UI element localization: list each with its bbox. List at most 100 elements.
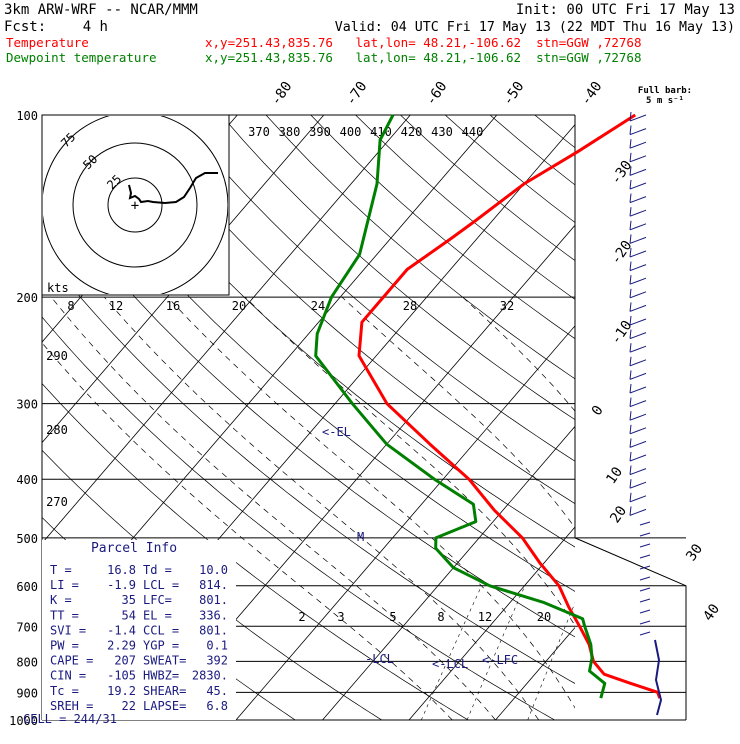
isotherm-label: -50 xyxy=(500,79,528,109)
isotherm-label: -20 xyxy=(608,238,636,268)
parcel-field-value: -105 xyxy=(107,669,136,683)
wind-barb xyxy=(630,384,631,393)
dewpoint-profile-line xyxy=(316,115,605,698)
pressure-label: 100 xyxy=(16,109,38,123)
wind-barb xyxy=(630,496,646,502)
wind-barb xyxy=(640,544,650,547)
pressure-label: 900 xyxy=(16,686,38,700)
annotation-m: M xyxy=(357,530,364,544)
dry-adiabat xyxy=(580,115,740,720)
wind-barb xyxy=(630,425,631,434)
dry-adiabat xyxy=(356,115,740,720)
wind-barb xyxy=(630,333,646,339)
wind-barb xyxy=(630,493,631,502)
wind-barb xyxy=(640,588,650,591)
wind-barb xyxy=(630,237,646,243)
parcel-field-value: 16.8 xyxy=(107,563,136,577)
hodograph-unit-label: kts xyxy=(47,281,69,295)
parcel-field-value: 19.2 xyxy=(107,684,136,698)
wind-barb xyxy=(640,610,650,613)
wind-barb xyxy=(640,533,650,536)
mixing-ratio-label: 8 xyxy=(67,299,74,313)
parcel-field-label: SVI = xyxy=(50,623,86,637)
wind-barb xyxy=(630,506,631,515)
mixing-ratio-line xyxy=(639,586,687,720)
parcel-field-label: SREH = xyxy=(50,699,93,713)
dry-adiabat xyxy=(400,115,740,720)
parcel-field-label: K = xyxy=(50,593,72,607)
wind-barb xyxy=(630,289,631,298)
mixing-ratio-label: 12 xyxy=(109,299,123,313)
wind-barb xyxy=(630,305,646,311)
wind-barb xyxy=(630,370,631,379)
parcel-field-label: Td = xyxy=(143,563,172,577)
pressure-label: 500 xyxy=(16,532,38,546)
parcel-field-label: HWBZ= xyxy=(143,669,179,683)
wind-barb xyxy=(630,469,646,475)
parcel-field-label: CIN = xyxy=(50,669,86,683)
wind-barb xyxy=(630,194,631,203)
isotherm-label: 10 xyxy=(603,464,626,487)
legend-temperature-name: Temperature xyxy=(6,35,89,50)
theta-label: 380 xyxy=(279,125,301,139)
barb-key-line1: Full barb: xyxy=(638,86,692,96)
mixing-ratio-label: 16 xyxy=(166,299,180,313)
wind-barb xyxy=(630,224,646,230)
wind-barb xyxy=(630,357,631,366)
isotherm-line xyxy=(669,115,740,720)
annotation-lcl: <-LCL xyxy=(432,657,468,671)
hodograph: kts 25 50 75 + xyxy=(42,112,229,298)
theta-label: 390 xyxy=(309,125,331,139)
wind-barb xyxy=(630,387,646,393)
wind-barb xyxy=(640,621,650,624)
parcel-field-value: 801. xyxy=(199,593,228,607)
wind-barb xyxy=(630,153,631,162)
wind-barb xyxy=(630,234,631,243)
pressure-label: 200 xyxy=(16,291,38,305)
wind-barb xyxy=(630,411,631,420)
parcel-field-value: 336. xyxy=(199,608,228,622)
hodograph-center-mark: + xyxy=(131,198,139,214)
theta-label: 420 xyxy=(401,125,423,139)
theta-side-label: 270 xyxy=(46,495,68,509)
isotherm-label: 30 xyxy=(683,541,706,564)
annotation-lfc: <-LFC xyxy=(482,653,518,667)
theta-label: 430 xyxy=(431,125,453,139)
parcel-field-value: 35 xyxy=(122,593,136,607)
parcel-field-label: TT = xyxy=(50,608,79,622)
wind-barb xyxy=(630,142,646,148)
theta-label: 400 xyxy=(340,125,362,139)
isotherm-label: -40 xyxy=(578,79,606,109)
wind-barb xyxy=(630,278,646,284)
wind-barb xyxy=(630,482,646,488)
parcel-field-label: CAPE = xyxy=(50,654,93,668)
parcel-info-title: Parcel Info xyxy=(91,541,177,556)
wind-barb xyxy=(630,126,631,135)
parcel-field-value: -1.4 xyxy=(107,623,136,637)
wind-barb xyxy=(630,210,646,216)
wind-barb xyxy=(630,197,646,203)
mixing-ratio-label-low: 3 xyxy=(337,610,344,624)
mixing-ratio-label-low: 2 xyxy=(298,610,305,624)
parcel-field-label: YGP = xyxy=(143,639,179,653)
wind-barb xyxy=(630,343,631,352)
wind-barb xyxy=(630,466,631,475)
legend-dewpoint-info: x,y=251.43,835.76 lat,lon= 48.21,-106.62… xyxy=(205,50,642,65)
wind-barb xyxy=(630,319,646,325)
parcel-field-label: T = xyxy=(50,563,72,577)
dry-adiabat xyxy=(669,115,740,720)
barb-key-line2: 5 m s⁻¹ xyxy=(646,96,684,106)
parcel-field-value: 392 xyxy=(206,654,228,668)
dry-adiabat xyxy=(445,115,740,720)
mixing-ratio-label: 24 xyxy=(311,299,325,313)
parcel-field-label: PW = xyxy=(50,639,79,653)
wind-barb xyxy=(630,262,631,271)
dry-adiabat xyxy=(311,115,740,720)
dry-adiabat xyxy=(266,115,740,720)
isotherm-label: -60 xyxy=(423,79,451,109)
mixing-ratio-label-low: 12 xyxy=(478,610,492,624)
wind-barb xyxy=(630,398,631,407)
dry-adiabat xyxy=(714,115,740,720)
